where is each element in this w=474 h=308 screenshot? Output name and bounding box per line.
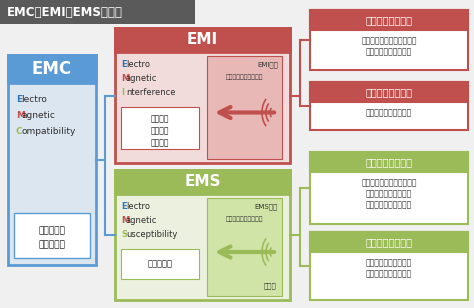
Text: 電磁干渉: 電磁干渉 [151, 126, 169, 135]
Bar [115, 28, 290, 163]
Text: 経由して伝わってきた: 経由して伝わってきた [366, 189, 412, 198]
Text: S: S [121, 230, 127, 239]
Text: EMI対策: EMI対策 [257, 61, 278, 68]
Text: 電磁両立性: 電磁両立性 [38, 226, 65, 235]
Text: M: M [121, 74, 129, 83]
Text: C: C [16, 127, 23, 136]
Bar [207, 56, 282, 159]
Text: lectro: lectro [126, 202, 150, 211]
Bar [207, 198, 282, 296]
Text: EMC: EMC [32, 60, 72, 78]
Text: ompatibility: ompatibility [21, 127, 76, 136]
Text: 空間から伝わってきた: 空間から伝わってきた [366, 258, 412, 267]
Bar [121, 249, 199, 279]
Text: agnetic: agnetic [21, 111, 55, 120]
Text: ノイズに対する感受性: ノイズに対する感受性 [366, 269, 412, 278]
Text: agnetic: agnetic [126, 74, 157, 83]
Bar [121, 107, 199, 149]
Text: E: E [16, 95, 22, 104]
Text: ノイズ: ノイズ [263, 282, 276, 289]
Text: 電子機器のケーブルなどを: 電子機器のケーブルなどを [361, 178, 417, 187]
Bar [310, 82, 468, 102]
Text: 電子機器のケーブルなどを: 電子機器のケーブルなどを [361, 36, 417, 45]
Bar [115, 28, 290, 52]
Text: nterference: nterference [126, 88, 175, 97]
Bar [310, 10, 468, 70]
Bar [310, 232, 468, 252]
Bar [8, 55, 96, 265]
Text: EMI: EMI [187, 33, 218, 47]
Bar [310, 152, 468, 224]
Text: EMS: EMS [184, 175, 221, 189]
Bar [310, 232, 468, 300]
Text: 経由して伝わるノイズ: 経由して伝わるノイズ [366, 47, 412, 56]
Text: 電磁妨書: 電磁妨書 [151, 114, 169, 123]
Bar [310, 152, 468, 172]
Text: ノイズに影響されない: ノイズに影響されない [226, 216, 263, 221]
Text: I: I [121, 88, 124, 97]
Text: ノイズに対する感受性: ノイズに対する感受性 [366, 200, 412, 209]
Text: 電磁障害: 電磁障害 [151, 138, 169, 147]
Bar [14, 213, 90, 258]
Text: M: M [121, 216, 129, 225]
Text: M: M [16, 111, 25, 120]
Text: 伝導エミッション: 伝導エミッション [365, 15, 412, 25]
Text: usceptibility: usceptibility [126, 230, 177, 239]
Text: 伝導イミュニティ: 伝導イミュニティ [365, 157, 412, 167]
Bar [8, 55, 96, 83]
Text: E: E [121, 202, 127, 211]
Text: agnetic: agnetic [126, 216, 157, 225]
Bar [115, 170, 290, 194]
Bar [310, 82, 468, 130]
Text: 電磁感受性: 電磁感受性 [147, 260, 173, 269]
Bar [0, 0, 195, 24]
Text: 空間に放射するノイズ: 空間に放射するノイズ [366, 108, 412, 117]
Text: E: E [121, 60, 127, 69]
Bar [310, 10, 468, 30]
Bar [115, 170, 290, 300]
Text: 放射イミュニティ: 放射イミュニティ [365, 237, 412, 247]
Text: EMS対策: EMS対策 [255, 203, 278, 210]
Text: EMCとEMIとEMSの違い: EMCとEMIとEMSの違い [7, 6, 123, 18]
Text: lectro: lectro [126, 60, 150, 69]
Text: lectro: lectro [21, 95, 47, 104]
Text: 電磁適合性: 電磁適合性 [38, 240, 65, 249]
Text: ノイズを発生させない: ノイズを発生させない [226, 74, 263, 79]
Text: 放射エミッション: 放射エミッション [365, 87, 412, 97]
